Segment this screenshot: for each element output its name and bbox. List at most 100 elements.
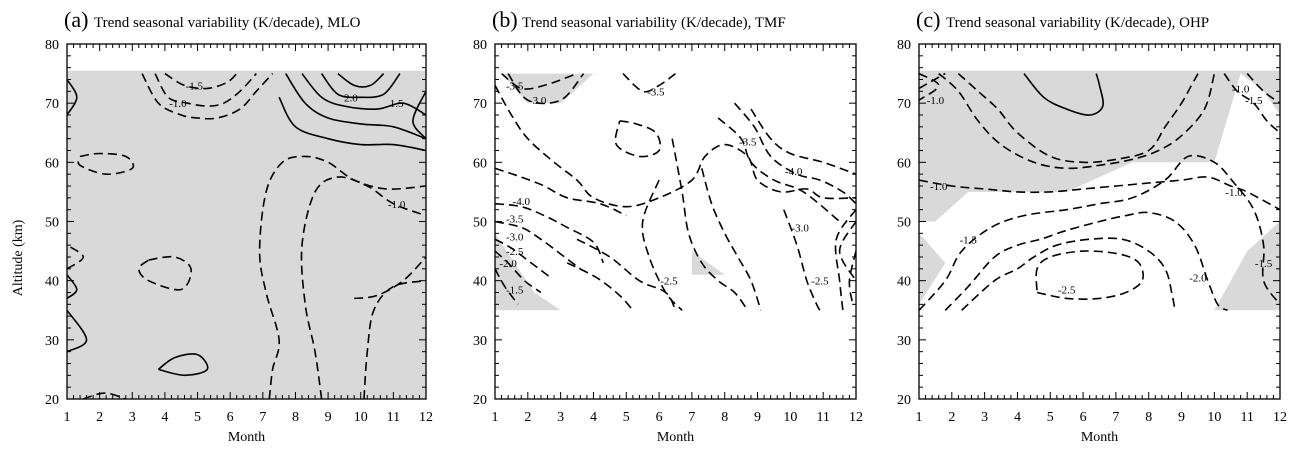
y-tick-label-80: 80 <box>897 38 911 53</box>
contour-line-4 <box>320 73 401 99</box>
contour-line-8 <box>717 117 841 223</box>
x-tick-label-5: 5 <box>1047 410 1054 425</box>
contour-line-15 <box>495 268 519 305</box>
contour-label-2: -1.0 <box>169 98 187 110</box>
contour-line-2 <box>285 73 426 140</box>
y-axis-label: Altitude (km) <box>11 219 26 296</box>
y-tick-label-40: 40 <box>45 275 59 290</box>
contour-line-23 <box>838 221 856 282</box>
contour-line-3 <box>938 72 1216 170</box>
contour-line-14 <box>77 152 135 176</box>
contour-line-4 <box>919 72 940 101</box>
contour-line-19 <box>354 256 426 300</box>
x-tick-label-5: 5 <box>623 410 630 425</box>
plot-area: -1.0-1.0-1.5-1.0 -1.0-1.5-2.0-1.5-2.5 <box>919 70 1280 312</box>
panel-letter: (c) <box>916 7 940 32</box>
contour-label-4: -3.5 <box>739 137 757 149</box>
x-tick-label-12: 12 <box>419 410 433 425</box>
contour-label-4: 1.5 <box>390 98 404 110</box>
x-tick-label-3: 3 <box>981 410 988 425</box>
x-tick-label-8: 8 <box>1145 410 1152 425</box>
contour-line-22 <box>848 250 856 305</box>
contour-label-3: -1.5 <box>1245 95 1263 107</box>
contour-label-12: -3.0 <box>791 222 809 234</box>
x-tick-label-7: 7 <box>1112 410 1119 425</box>
contour-line-3 <box>622 72 676 93</box>
contour-line-17 <box>566 262 634 311</box>
contour-line-21 <box>783 209 821 311</box>
x-tick-label-8: 8 <box>721 410 728 425</box>
contour-line-7 <box>750 108 856 175</box>
y-tick-label-30: 30 <box>473 334 487 349</box>
shaded-region-3 <box>691 251 725 275</box>
contour-line-11 <box>141 73 274 120</box>
contour-line-2 <box>507 73 585 105</box>
contour-line-2 <box>957 72 1199 164</box>
contour-line-6 <box>733 102 856 205</box>
y-tick-label-60: 60 <box>897 156 911 171</box>
contour-line-8 <box>67 309 88 353</box>
y-tick-label-70: 70 <box>473 97 487 112</box>
contour-label-7: -2.0 <box>1189 273 1207 285</box>
x-tick-label-2: 2 <box>524 410 531 425</box>
x-tick-label-11: 11 <box>1240 410 1253 425</box>
x-axis-label: Month <box>657 430 694 445</box>
x-tick-label-6: 6 <box>1080 410 1087 425</box>
contour-line-1 <box>278 96 426 152</box>
contour-label-10: -2.0 <box>499 258 517 270</box>
x-tick-label-11: 11 <box>387 410 400 425</box>
contour-line-7 <box>157 353 209 377</box>
shaded-region-1 <box>501 73 594 104</box>
contour-label-3: -3.5 <box>647 86 665 98</box>
x-tick-label-9: 9 <box>754 410 761 425</box>
contour-line-6 <box>67 79 78 116</box>
contour-line-18 <box>641 179 683 311</box>
x-tick-label-2: 2 <box>948 410 955 425</box>
x-tick-label-1: 1 <box>64 410 71 425</box>
contour-line-1 <box>501 72 578 90</box>
contour-label-1: -1.5 <box>186 80 204 92</box>
x-tick-label-6: 6 <box>656 410 663 425</box>
contour-line-13 <box>164 72 238 90</box>
contour-line-9 <box>919 154 1280 311</box>
contour-line-20 <box>701 168 762 311</box>
contour-label-9: -2.5 <box>506 246 524 258</box>
contour-line-14 <box>495 250 542 294</box>
contour-line-15 <box>137 255 192 291</box>
contour-line-6 <box>1223 73 1280 134</box>
contour-line-4 <box>495 85 856 208</box>
contour-line-5 <box>614 120 662 158</box>
contour-label-2: -1.0 <box>1232 83 1250 95</box>
contour-line-18 <box>363 279 426 399</box>
panel-1: -1.5-1.0 2.0 1.5-1.01 2 3 4 5 6 7 8 9 10 11 122030405… <box>45 7 433 445</box>
contour-label-2: -3.0 <box>529 95 547 107</box>
contour-line-5 <box>919 72 946 90</box>
contour-line-10 <box>495 167 627 217</box>
contour-line-11 <box>961 237 1176 311</box>
x-tick-label-9: 9 <box>325 410 332 425</box>
contour-line-12 <box>154 73 257 107</box>
contour-label-5: -1.0 <box>388 199 406 211</box>
x-tick-label-3: 3 <box>129 410 136 425</box>
y-tick-label-20: 20 <box>473 393 487 408</box>
y-tick-label-50: 50 <box>897 216 911 231</box>
x-tick-label-9: 9 <box>1178 410 1185 425</box>
x-axis-label: Month <box>1081 430 1118 445</box>
contour-label-3: 2.0 <box>344 92 358 104</box>
contour-label-8: -3.0 <box>506 231 524 243</box>
y-tick-label-80: 80 <box>473 38 487 53</box>
x-tick-label-7: 7 <box>259 410 266 425</box>
x-tick-label-10: 10 <box>1207 410 1221 425</box>
contour-label-5: -1.0 <box>1225 187 1243 199</box>
x-tick-label-12: 12 <box>849 410 863 425</box>
contour-label-4: -1.0 <box>930 181 948 193</box>
x-tick-label-6: 6 <box>227 410 234 425</box>
x-tick-label-1: 1 <box>916 410 923 425</box>
panel-title: Trend seasonal variability (K/decade), M… <box>94 15 361 31</box>
y-tick-label-20: 20 <box>897 393 911 408</box>
shaded-region-2 <box>919 233 946 305</box>
panel-title: Trend seasonal variability (K/decade), T… <box>522 15 786 31</box>
y-tick-label-40: 40 <box>897 275 911 290</box>
x-tick-label-4: 4 <box>590 410 597 425</box>
